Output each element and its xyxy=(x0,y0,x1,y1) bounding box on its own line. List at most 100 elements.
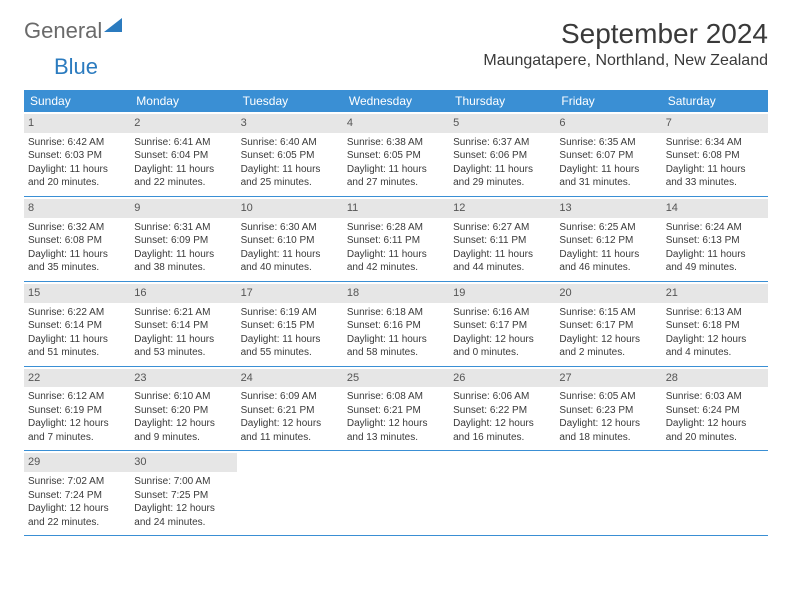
day-number: 15 xyxy=(24,284,130,303)
day-number: 27 xyxy=(555,369,661,388)
sunrise-line: Sunrise: 6:06 AM xyxy=(453,390,551,404)
daylight-line: Daylight: 11 hours and 35 minutes. xyxy=(28,248,126,275)
day-number: 20 xyxy=(555,284,661,303)
day-number: 28 xyxy=(662,369,768,388)
day-header-row: SundayMondayTuesdayWednesdayThursdayFrid… xyxy=(24,90,768,112)
sunset-line: Sunset: 6:18 PM xyxy=(666,319,764,333)
day-cell xyxy=(237,451,343,535)
sunrise-line: Sunrise: 6:12 AM xyxy=(28,390,126,404)
sunrise-line: Sunrise: 6:32 AM xyxy=(28,221,126,235)
day-cell: 21Sunrise: 6:13 AMSunset: 6:18 PMDayligh… xyxy=(662,282,768,366)
daylight-line: Daylight: 12 hours and 4 minutes. xyxy=(666,333,764,360)
week-row: 8Sunrise: 6:32 AMSunset: 6:08 PMDaylight… xyxy=(24,197,768,282)
day-header: Monday xyxy=(130,90,236,112)
sunrise-line: Sunrise: 6:15 AM xyxy=(559,306,657,320)
sunrise-line: Sunrise: 6:03 AM xyxy=(666,390,764,404)
sunrise-line: Sunrise: 6:22 AM xyxy=(28,306,126,320)
sunset-line: Sunset: 6:16 PM xyxy=(347,319,445,333)
daylight-line: Daylight: 11 hours and 27 minutes. xyxy=(347,163,445,190)
day-number: 3 xyxy=(237,114,343,133)
sunrise-line: Sunrise: 6:05 AM xyxy=(559,390,657,404)
daylight-line: Daylight: 11 hours and 20 minutes. xyxy=(28,163,126,190)
sunset-line: Sunset: 6:21 PM xyxy=(241,404,339,418)
daylight-line: Daylight: 11 hours and 31 minutes. xyxy=(559,163,657,190)
logo-sail-icon xyxy=(104,12,122,26)
day-cell: 11 Sunrise: 6:28 AMSunset: 6:11 PMDayligh… xyxy=(343,197,449,281)
day-cell: 9Sunrise: 6:31 AMSunset: 6:09 PMDaylight… xyxy=(130,197,236,281)
sunrise-line: Sunrise: 6:24 AM xyxy=(666,221,764,235)
daylight-line: Daylight: 11 hours and 53 minutes. xyxy=(134,333,232,360)
day-cell: 4Sunrise: 6:38 AMSunset: 6:05 PMDaylight… xyxy=(343,112,449,196)
daylight-line: Daylight: 12 hours and 11 minutes. xyxy=(241,417,339,444)
day-cell: 7Sunrise: 6:34 AMSunset: 6:08 PMDaylight… xyxy=(662,112,768,196)
day-number: 4 xyxy=(343,114,449,133)
day-cell: 6Sunrise: 6:35 AMSunset: 6:07 PMDaylight… xyxy=(555,112,661,196)
day-cell: 26Sunrise: 6:06 AMSunset: 6:22 PMDayligh… xyxy=(449,367,555,451)
daylight-line: Daylight: 11 hours and 38 minutes. xyxy=(134,248,232,275)
day-cell: 14Sunrise: 6:24 AMSunset: 6:13 PMDayligh… xyxy=(662,197,768,281)
day-cell xyxy=(555,451,661,535)
day-number: 16 xyxy=(130,284,236,303)
daylight-line: Daylight: 11 hours and 29 minutes. xyxy=(453,163,551,190)
day-header: Sunday xyxy=(24,90,130,112)
day-cell: 25Sunrise: 6:08 AMSunset: 6:21 PMDayligh… xyxy=(343,367,449,451)
day-number: 30 xyxy=(130,453,236,472)
title-block: September 2024 Maungatapere, Northland, … xyxy=(483,18,768,70)
daylight-line: Daylight: 11 hours and 42 minutes. xyxy=(347,248,445,275)
day-number: 24 xyxy=(237,369,343,388)
daylight-line: Daylight: 12 hours and 2 minutes. xyxy=(559,333,657,360)
sunset-line: Sunset: 7:25 PM xyxy=(134,489,232,503)
sunset-line: Sunset: 6:14 PM xyxy=(28,319,126,333)
sunset-line: Sunset: 6:15 PM xyxy=(241,319,339,333)
sunset-line: Sunset: 6:13 PM xyxy=(666,234,764,248)
day-cell: 19Sunrise: 6:16 AMSunset: 6:17 PMDayligh… xyxy=(449,282,555,366)
sunset-line: Sunset: 6:11 PM xyxy=(347,234,445,248)
daylight-line: Daylight: 12 hours and 24 minutes. xyxy=(134,502,232,529)
daylight-line: Daylight: 11 hours and 58 minutes. xyxy=(347,333,445,360)
day-cell: 8 Sunrise: 6:32 AMSunset: 6:08 PMDaylight… xyxy=(24,197,130,281)
day-header: Wednesday xyxy=(343,90,449,112)
sunrise-line: Sunrise: 6:31 AM xyxy=(134,221,232,235)
sunset-line: Sunset: 6:05 PM xyxy=(347,149,445,163)
day-number: 11 xyxy=(343,199,449,218)
calendar: SundayMondayTuesdayWednesdayThursdayFrid… xyxy=(24,90,768,536)
sunrise-line: Sunrise: 7:00 AM xyxy=(134,475,232,489)
day-cell: 1Sunrise: 6:42 AMSunset: 6:03 PMDaylight… xyxy=(24,112,130,196)
sunrise-line: Sunrise: 6:21 AM xyxy=(134,306,232,320)
week-row: 1Sunrise: 6:42 AMSunset: 6:03 PMDaylight… xyxy=(24,112,768,197)
daylight-line: Daylight: 12 hours and 20 minutes. xyxy=(666,417,764,444)
sunset-line: Sunset: 6:04 PM xyxy=(134,149,232,163)
daylight-line: Daylight: 11 hours and 46 minutes. xyxy=(559,248,657,275)
day-number: 2 xyxy=(130,114,236,133)
day-number: 17 xyxy=(237,284,343,303)
sunset-line: Sunset: 6:19 PM xyxy=(28,404,126,418)
sunset-line: Sunset: 6:06 PM xyxy=(453,149,551,163)
day-cell: 30 Sunrise: 7:00 AMSunset: 7:25 PMDayligh… xyxy=(130,451,236,535)
day-number: 19 xyxy=(449,284,555,303)
day-cell: 23Sunrise: 6:10 AMSunset: 6:20 PMDayligh… xyxy=(130,367,236,451)
location: Maungatapere, Northland, New Zealand xyxy=(483,52,768,70)
sunset-line: Sunset: 6:05 PM xyxy=(241,149,339,163)
sunset-line: Sunset: 6:14 PM xyxy=(134,319,232,333)
day-cell xyxy=(662,451,768,535)
day-number: 26 xyxy=(449,369,555,388)
day-cell: 5Sunrise: 6:37 AMSunset: 6:06 PMDaylight… xyxy=(449,112,555,196)
day-number: 10 xyxy=(237,199,343,218)
week-row: 15Sunrise: 6:22 AMSunset: 6:14 PMDayligh… xyxy=(24,282,768,367)
day-cell: 27Sunrise: 6:05 AMSunset: 6:23 PMDayligh… xyxy=(555,367,661,451)
day-cell: 15Sunrise: 6:22 AMSunset: 6:14 PMDayligh… xyxy=(24,282,130,366)
sunset-line: Sunset: 6:17 PM xyxy=(453,319,551,333)
day-cell xyxy=(449,451,555,535)
daylight-line: Daylight: 12 hours and 7 minutes. xyxy=(28,417,126,444)
sunrise-line: Sunrise: 6:28 AM xyxy=(347,221,445,235)
sunset-line: Sunset: 6:11 PM xyxy=(453,234,551,248)
day-number: 6 xyxy=(555,114,661,133)
day-number: 21 xyxy=(662,284,768,303)
day-number: 5 xyxy=(449,114,555,133)
sunset-line: Sunset: 6:22 PM xyxy=(453,404,551,418)
day-number: 12 xyxy=(449,199,555,218)
sunrise-line: Sunrise: 6:34 AM xyxy=(666,136,764,150)
day-header: Thursday xyxy=(449,90,555,112)
sunset-line: Sunset: 6:08 PM xyxy=(28,234,126,248)
day-number: 8 xyxy=(24,199,130,218)
